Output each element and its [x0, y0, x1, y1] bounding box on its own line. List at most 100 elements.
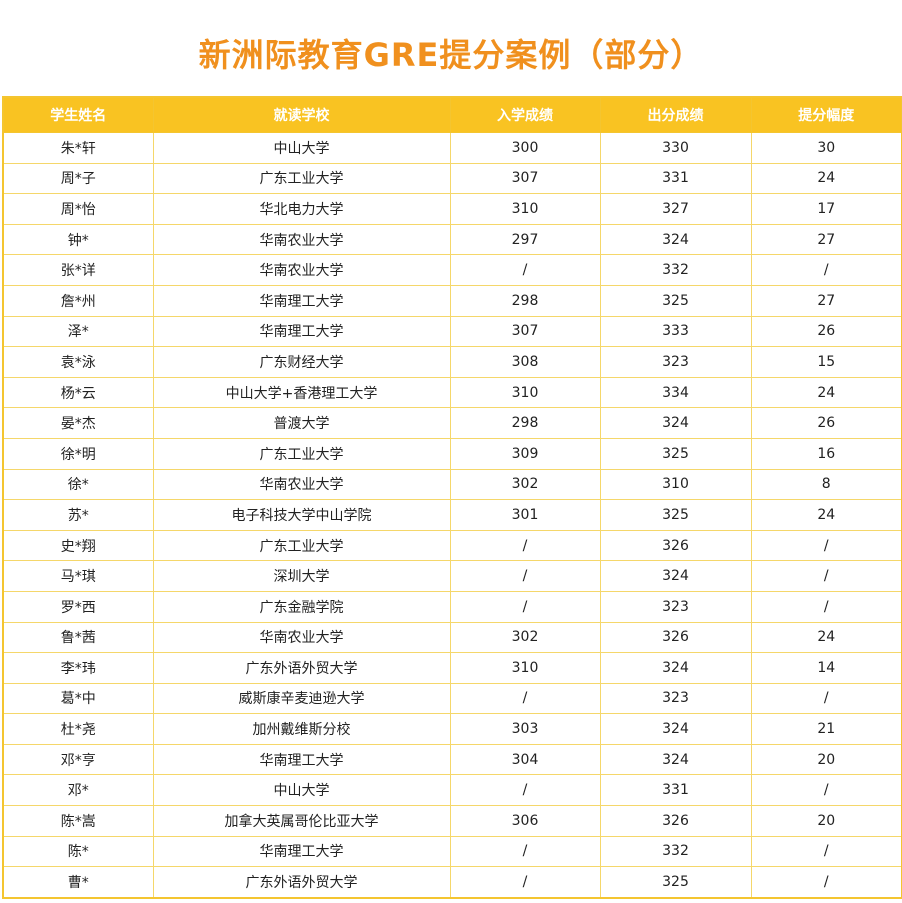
cell-final-score: 325 — [599, 284, 752, 317]
cell-school: 电子科技大学中山学院 — [152, 499, 451, 531]
cell-school: 广东外语外贸大学 — [152, 652, 451, 684]
cell-improvement: 27 — [750, 223, 902, 256]
table-row: 鲁*茜 华南农业大学 302 326 24 — [2, 621, 902, 654]
cell-improvement: 16 — [750, 437, 902, 470]
table-row: 泽* 华南理工大学 307 333 26 — [2, 315, 902, 348]
cell-improvement: / — [750, 866, 902, 899]
cell-school: 深圳大学 — [152, 560, 451, 592]
cell-school: 华南理工大学 — [152, 315, 451, 348]
cell-student-name: 杨*云 — [2, 376, 154, 409]
cell-entry-score: 304 — [449, 743, 601, 776]
cell-entry-score: 302 — [449, 621, 601, 654]
page-title: 新洲际教育GRE提分案例（部分） — [198, 36, 704, 74]
cell-student-name: 陈* — [2, 835, 154, 868]
cell-final-score: 332 — [599, 835, 752, 868]
cell-final-score: 326 — [599, 529, 752, 562]
table-row: 陈*嵩 加拿大英属哥伦比亚大学 306 326 20 — [2, 805, 902, 837]
table-row: 杨*云 中山大学+香港理工大学 310 334 24 — [2, 376, 902, 409]
cell-improvement: / — [750, 835, 902, 868]
cell-school: 中山大学 — [152, 132, 451, 164]
cell-school: 广东工业大学 — [152, 437, 451, 470]
cell-school: 华南理工大学 — [152, 835, 451, 868]
cell-school: 华南农业大学 — [152, 468, 451, 501]
cell-student-name: 晏*杰 — [2, 407, 154, 439]
cell-improvement: / — [750, 774, 902, 807]
cell-improvement: 26 — [750, 315, 902, 348]
cell-student-name: 周*怡 — [2, 193, 154, 225]
cell-final-score: 325 — [599, 866, 752, 899]
cell-school: 中山大学+香港理工大学 — [152, 376, 451, 409]
table-row: 葛*中 威斯康辛麦迪逊大学/323/ — [2, 682, 902, 715]
cell-student-name: 杜*尧 — [2, 713, 154, 745]
cell-final-score: 334 — [599, 376, 752, 409]
cell-final-score: 324 — [599, 407, 752, 439]
cell-entry-score: / — [449, 866, 601, 899]
cell-school: 普渡大学 — [152, 407, 451, 439]
cell-improvement: / — [750, 682, 902, 715]
cell-improvement: 20 — [750, 805, 902, 837]
cell-entry-score: / — [449, 560, 601, 592]
cell-student-name: 李*玮 — [2, 652, 154, 684]
cell-final-score: 324 — [599, 223, 752, 256]
cell-entry-score: / — [449, 835, 601, 868]
cell-entry-score: 303 — [449, 713, 601, 745]
header-entry-score: 入学成绩 — [449, 96, 601, 133]
cell-improvement: 27 — [750, 284, 902, 317]
cell-final-score: 310 — [599, 468, 752, 501]
cell-improvement: / — [750, 529, 902, 562]
cell-entry-score: / — [449, 774, 601, 807]
cell-final-score: 324 — [599, 652, 752, 684]
cell-student-name: 邓*亨 — [2, 743, 154, 776]
cell-student-name: 钟* — [2, 223, 154, 256]
cell-student-name: 邓* — [2, 774, 154, 807]
cell-entry-score: 308 — [449, 346, 601, 378]
table-row: 杜*尧 加州戴维斯分校 303 324 21 — [2, 713, 902, 745]
cell-final-score: 330 — [599, 132, 752, 164]
cell-improvement: 24 — [750, 162, 902, 195]
cell-student-name: 张*详 — [2, 254, 154, 286]
cell-final-score: 331 — [599, 162, 752, 195]
header-improvement: 提分幅度 — [750, 96, 902, 133]
cell-school: 广东外语外贸大学 — [152, 866, 451, 899]
table-row: 朱*轩 中山大学 300 330 30 — [2, 132, 902, 164]
cell-student-name: 徐*明 — [2, 437, 154, 470]
table-row: 邓* 中山大学/331/ — [2, 774, 902, 807]
table-row: 周*子 广东工业大学 307 331 24 — [2, 162, 902, 195]
cell-improvement: 30 — [750, 132, 902, 164]
cell-entry-score: / — [449, 254, 601, 286]
cell-improvement: / — [750, 590, 902, 623]
cell-student-name: 朱*轩 — [2, 132, 154, 164]
cell-final-score: 324 — [599, 560, 752, 592]
cell-final-score: 332 — [599, 254, 752, 286]
cell-entry-score: / — [449, 590, 601, 623]
cell-final-score: 326 — [599, 621, 752, 654]
cell-entry-score: 301 — [449, 499, 601, 531]
cell-entry-score: 310 — [449, 193, 601, 225]
table-row: 史*翔 广东工业大学/326/ — [2, 529, 902, 562]
cell-school: 华南农业大学 — [152, 621, 451, 654]
cell-entry-score: 298 — [449, 284, 601, 317]
cell-school: 华南理工大学 — [152, 284, 451, 317]
cell-school: 华北电力大学 — [152, 193, 451, 225]
table-row: 晏*杰 普渡大学 298 324 26 — [2, 407, 902, 439]
cell-student-name: 泽* — [2, 315, 154, 348]
cell-improvement: 8 — [750, 468, 902, 501]
cell-improvement: 14 — [750, 652, 902, 684]
cell-student-name: 袁*泳 — [2, 346, 154, 378]
table-row: 罗*西 广东金融学院/323/ — [2, 590, 902, 623]
cell-school: 加州戴维斯分校 — [152, 713, 451, 745]
table-row: 詹*州 华南理工大学 298 325 27 — [2, 284, 902, 317]
cell-final-score: 325 — [599, 437, 752, 470]
cell-school: 华南农业大学 — [152, 254, 451, 286]
cell-student-name: 曹* — [2, 866, 154, 899]
table-row: 徐* 华南农业大学 302 310 8 — [2, 468, 902, 501]
table-row: 周*怡 华北电力大学 310 327 17 — [2, 193, 902, 225]
table-row: 苏* 电子科技大学中山学院 301 325 24 — [2, 499, 902, 531]
cell-improvement: 24 — [750, 621, 902, 654]
cell-final-score: 326 — [599, 805, 752, 837]
cell-school: 广东财经大学 — [152, 346, 451, 378]
cell-student-name: 陈*嵩 — [2, 805, 154, 837]
cell-student-name: 马*琪 — [2, 560, 154, 592]
header-school: 就读学校 — [152, 96, 451, 133]
cell-improvement: 24 — [750, 499, 902, 531]
